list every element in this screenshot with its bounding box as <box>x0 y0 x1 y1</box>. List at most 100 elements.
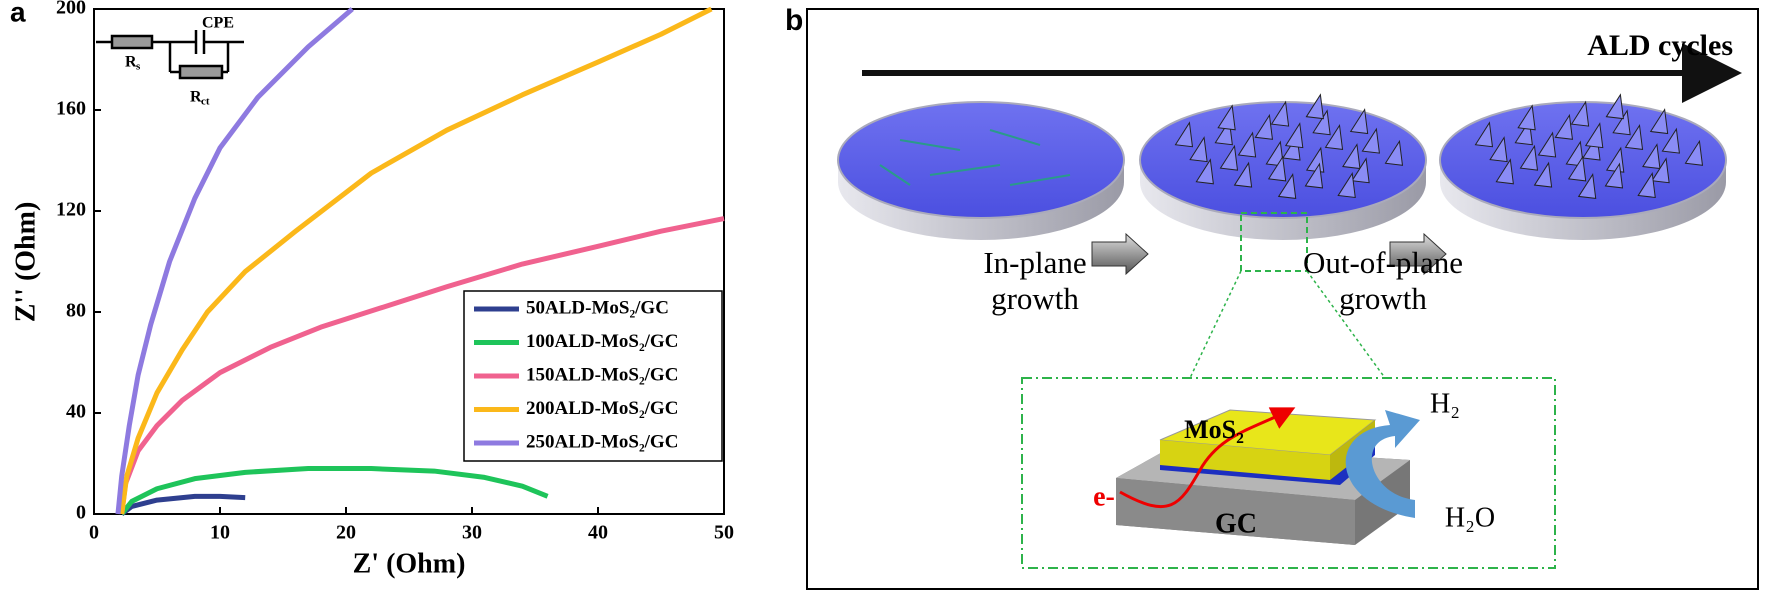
x-tick-label: 10 <box>210 522 230 544</box>
series-line <box>119 466 549 516</box>
flake <box>1637 172 1656 199</box>
flake <box>1324 123 1344 150</box>
panel-label: a <box>10 0 26 27</box>
flake <box>1270 100 1290 127</box>
step-arrow <box>1091 232 1149 276</box>
substrate-label: GC <box>1215 508 1257 539</box>
flake <box>1267 155 1287 182</box>
flake <box>1642 143 1661 170</box>
electron-label: e- <box>1093 481 1115 512</box>
series-line <box>120 493 246 516</box>
flake <box>1489 136 1508 163</box>
flake <box>1237 131 1257 158</box>
flake <box>1474 121 1494 148</box>
flake <box>1284 122 1304 149</box>
flake <box>1189 136 1208 163</box>
x-tick-label: 50 <box>714 522 734 544</box>
plot-frame <box>93 8 725 515</box>
step-arrow <box>1389 232 1447 276</box>
disks <box>837 93 1727 240</box>
y-axis-label: Z'' (Ohm) <box>10 202 41 323</box>
y-tick-label: 200 <box>56 0 86 19</box>
flake <box>1233 161 1253 188</box>
flake <box>1217 104 1236 131</box>
circuit-label: R <box>125 54 137 71</box>
flake <box>1312 109 1331 136</box>
flake <box>1649 108 1669 135</box>
flake <box>1612 109 1631 136</box>
cycle-label: ALD cycles <box>1587 29 1733 62</box>
product-label: H₂ <box>1430 388 1460 419</box>
circuit-label: R <box>190 89 202 106</box>
y-tick-label: 80 <box>66 300 86 322</box>
legend-label: 50ALD-MoS₂/GC <box>526 297 669 318</box>
flake <box>1174 121 1194 148</box>
flake <box>1349 108 1369 135</box>
inset-schematic <box>1116 407 1420 545</box>
inset-box <box>1021 377 1556 569</box>
flake <box>1265 140 1284 167</box>
flake <box>1495 158 1514 185</box>
flake <box>1537 131 1557 158</box>
flake <box>1684 139 1704 166</box>
flake <box>1305 93 1324 120</box>
flake <box>1661 127 1680 154</box>
flake <box>1219 144 1239 171</box>
x-tick-label: 30 <box>462 522 482 544</box>
y-tick-label: 160 <box>56 98 86 120</box>
x-axis-label: Z' (Ohm) <box>353 548 466 579</box>
series-line <box>119 6 713 515</box>
flake <box>1651 157 1670 184</box>
circuit-label: CPE <box>202 15 234 32</box>
flake <box>1584 122 1604 149</box>
flake <box>1624 123 1644 150</box>
series-line <box>119 216 725 515</box>
flake <box>1195 158 1214 185</box>
legend-label: 100ALD-MoS₂/GC <box>526 331 678 352</box>
flake <box>1277 172 1297 200</box>
flake <box>1533 161 1553 188</box>
zoom-line <box>1189 270 1242 379</box>
panel-frame <box>806 8 1759 590</box>
legend-label: 250ALD-MoS₂/GC <box>526 431 678 452</box>
flake <box>1565 140 1584 167</box>
x-tick-label: 20 <box>336 522 356 544</box>
x-tick-label: 0 <box>89 522 99 544</box>
circuit-label: s <box>136 61 141 73</box>
flake <box>1337 172 1356 199</box>
reactant-label: H₂O <box>1445 502 1495 533</box>
series-line <box>115 7 354 515</box>
layer-label: MoS₂ <box>1184 415 1244 444</box>
y-tick-label: 120 <box>56 199 86 221</box>
flake <box>1384 139 1404 166</box>
flake <box>1519 144 1539 171</box>
flake <box>1517 104 1536 131</box>
circuit <box>96 30 244 80</box>
flake <box>1605 93 1624 120</box>
x-tick-label: 40 <box>588 522 608 544</box>
flake <box>1304 162 1324 189</box>
step-label: In-plane <box>983 245 1086 280</box>
legend-label: 150ALD-MoS₂/GC <box>526 364 678 385</box>
y-tick-label: 0 <box>76 502 86 524</box>
flake <box>1351 157 1370 184</box>
step-label: growth <box>1339 281 1427 316</box>
flake <box>1254 113 1274 140</box>
panel-label: b <box>785 4 803 37</box>
flake <box>1361 127 1380 154</box>
zoom-line <box>1306 270 1386 379</box>
step-label: Out-of-plane <box>1303 245 1463 280</box>
step-label: growth <box>991 281 1079 316</box>
flake <box>1577 172 1597 200</box>
flake <box>1342 143 1361 170</box>
zoom-box <box>1240 212 1308 272</box>
flake <box>1567 155 1587 182</box>
flake <box>1570 100 1590 127</box>
flake <box>1604 162 1624 189</box>
flake <box>1554 113 1574 140</box>
legend-label: 200ALD-MoS₂/GC <box>526 398 678 419</box>
y-tick-label: 40 <box>66 401 86 423</box>
